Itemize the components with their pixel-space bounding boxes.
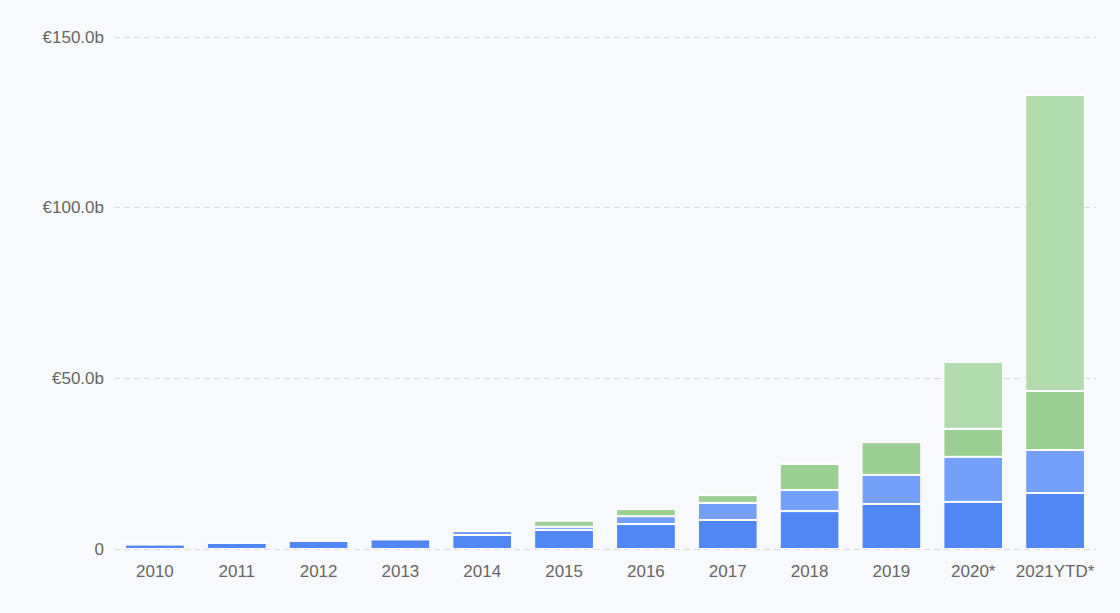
svg-text:2015: 2015: [545, 562, 583, 581]
svg-text:2019: 2019: [873, 562, 911, 581]
svg-text:2021YTD*: 2021YTD*: [1016, 562, 1095, 581]
svg-text:€50.0b: €50.0b: [52, 369, 104, 388]
svg-text:€100.0b: €100.0b: [43, 198, 104, 217]
svg-text:0: 0: [95, 540, 104, 559]
svg-text:2018: 2018: [791, 562, 829, 581]
svg-text:2017: 2017: [709, 562, 747, 581]
svg-text:2020*: 2020*: [951, 562, 996, 581]
svg-text:2013: 2013: [382, 562, 420, 581]
svg-text:2011: 2011: [218, 562, 255, 581]
svg-text:€150.0b: €150.0b: [43, 28, 104, 47]
svg-text:2010: 2010: [136, 562, 174, 581]
svg-text:2012: 2012: [300, 562, 338, 581]
svg-text:2016: 2016: [627, 562, 665, 581]
svg-text:2014: 2014: [463, 562, 501, 581]
